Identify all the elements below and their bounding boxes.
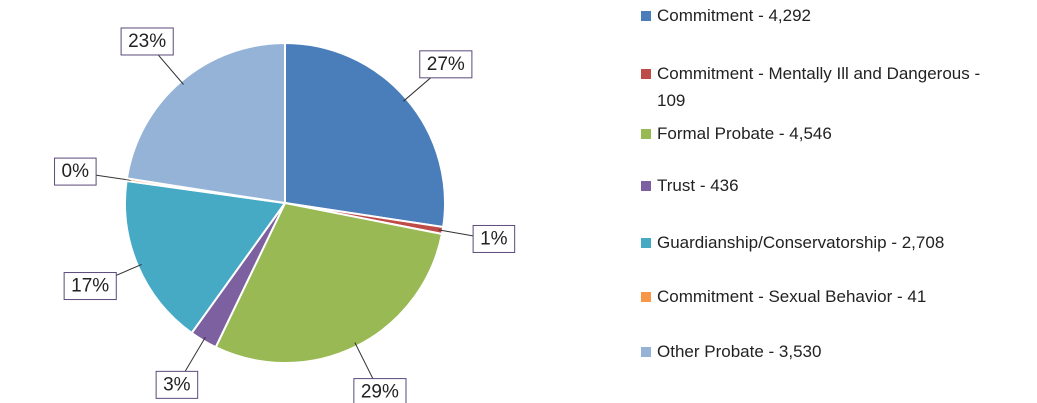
legend-label: Guardianship/Conservatorship - 2,708 bbox=[657, 233, 945, 252]
legend-label: Formal Probate - 4,546 bbox=[657, 124, 832, 143]
legend-label: Commitment - 4,292 bbox=[657, 6, 811, 25]
label-box bbox=[120, 27, 174, 56]
legend-swatch bbox=[641, 129, 651, 139]
data-label: 29% bbox=[361, 382, 399, 403]
label-box bbox=[353, 378, 407, 403]
legend-swatch bbox=[641, 11, 651, 21]
legend-swatch bbox=[641, 347, 651, 357]
data-label: 17% bbox=[71, 276, 109, 297]
legend-swatch bbox=[641, 181, 651, 191]
legend-item: Guardianship/Conservatorship - 2,708 bbox=[641, 229, 1021, 256]
data-label: 27% bbox=[427, 54, 465, 75]
legend-item: Commitment - Sexual Behavior - 41 bbox=[641, 283, 1021, 310]
legend-item: Trust - 436 bbox=[641, 172, 1021, 199]
legend-label: Trust - 436 bbox=[657, 176, 739, 195]
legend-swatch bbox=[641, 238, 651, 248]
data-label: 3% bbox=[163, 374, 191, 395]
legend-label: Commitment - Sexual Behavior - 41 bbox=[657, 287, 927, 306]
legend-item: Commitment - 4,292 bbox=[641, 2, 1021, 29]
data-label: 23% bbox=[128, 31, 166, 52]
pie-slice bbox=[125, 41, 286, 205]
legend-item: Commitment - Mentally Ill and Dangerous … bbox=[641, 60, 1021, 114]
legend-label: Commitment - Mentally Ill and Dangerous … bbox=[657, 64, 981, 110]
label-box bbox=[54, 157, 97, 186]
data-label: 0% bbox=[62, 161, 90, 182]
legend-item: Other Probate - 3,530 bbox=[641, 338, 1021, 365]
label-box bbox=[419, 50, 473, 79]
legend-label: Other Probate - 3,530 bbox=[657, 342, 822, 361]
label-box bbox=[155, 370, 199, 399]
label-box bbox=[472, 224, 516, 253]
legend-swatch bbox=[641, 292, 651, 302]
label-box bbox=[63, 272, 117, 301]
legend-item: Formal Probate - 4,546 bbox=[641, 120, 1021, 147]
legend-swatch bbox=[641, 69, 651, 79]
data-label: 1% bbox=[480, 228, 508, 249]
